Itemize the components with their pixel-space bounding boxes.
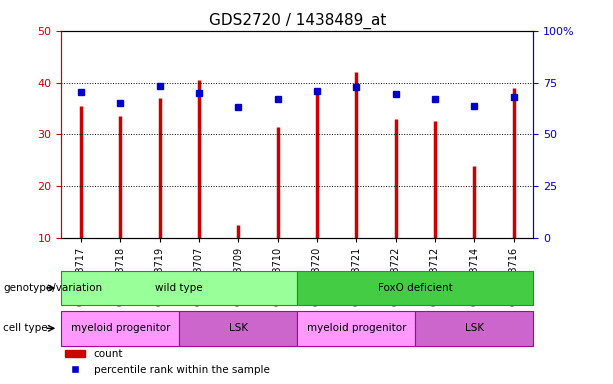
Text: FoxO deficient: FoxO deficient bbox=[378, 283, 452, 293]
Text: genotype/variation: genotype/variation bbox=[3, 283, 102, 293]
Text: LSK: LSK bbox=[229, 323, 248, 333]
Text: myeloid progenitor: myeloid progenitor bbox=[70, 323, 170, 333]
Text: wild type: wild type bbox=[156, 283, 203, 293]
Text: cell type: cell type bbox=[3, 323, 48, 333]
Text: LSK: LSK bbox=[465, 323, 484, 333]
Title: GDS2720 / 1438489_at: GDS2720 / 1438489_at bbox=[208, 13, 386, 29]
Text: myeloid progenitor: myeloid progenitor bbox=[306, 323, 406, 333]
Legend: count, percentile rank within the sample: count, percentile rank within the sample bbox=[60, 345, 274, 379]
